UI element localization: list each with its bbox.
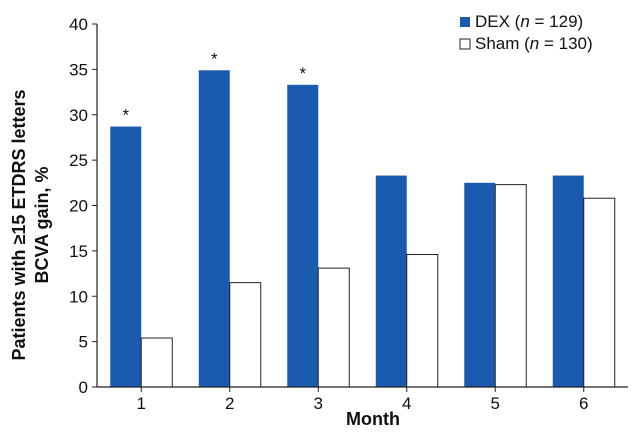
x-axis-title: Month — [346, 409, 400, 429]
x-tick-label-3: 3 — [314, 394, 323, 413]
legend-label-series1: DEX (n = 129) — [475, 12, 583, 31]
legend: DEX (n = 129) Sham (n = 130) — [459, 12, 593, 53]
significance-star-month-2: * — [211, 49, 218, 68]
bar-series1-month-6 — [552, 175, 584, 387]
significance-star-month-1: * — [122, 106, 129, 125]
bar-series1-month-4 — [375, 175, 407, 387]
bar-series2-month-1 — [140, 337, 173, 388]
legend-swatch-series2 — [459, 38, 471, 50]
significance-star-month-3: * — [299, 64, 306, 83]
x-tick-label-6: 6 — [579, 394, 588, 413]
x-tick-label-1: 1 — [137, 394, 146, 413]
bar-series2-month-4 — [406, 254, 439, 388]
y-tick-label-30: 30 — [69, 106, 88, 125]
y-tick-label-0: 0 — [79, 378, 88, 397]
bar-series1-month-2 — [198, 70, 230, 387]
legend-swatch-series1 — [460, 17, 470, 27]
bar-series1-month-5 — [464, 182, 496, 387]
y-axis-title-line1: Patients with ≥15 ETDRS letters — [9, 90, 29, 361]
y-tick-label-35: 35 — [69, 60, 88, 79]
y-tick-label-15: 15 — [69, 242, 88, 261]
bar-series2-month-3 — [317, 267, 350, 388]
y-tick-label-40: 40 — [69, 15, 88, 34]
x-tick-label-2: 2 — [225, 394, 234, 413]
plot-area: * 1 * 2 * 3 4 5 6 0 5 10 15 20 25 30 35 40 — [69, 15, 628, 413]
y-tick-label-20: 20 — [69, 197, 88, 216]
bar-series2-month-6 — [583, 197, 616, 388]
bar-series2-month-2 — [229, 282, 262, 388]
bar-series1-month-3 — [287, 84, 319, 388]
y-axis-title-line2: BCVA gain, % — [32, 166, 52, 283]
y-tick-label-25: 25 — [69, 151, 88, 170]
legend-label-series2: Sham (n = 130) — [475, 34, 593, 53]
y-axis-title: Patients with ≥15 ETDRS letters BCVA gai… — [9, 90, 52, 361]
bar-series1-month-1 — [110, 126, 142, 388]
y-tick-label-10: 10 — [69, 287, 88, 306]
x-tick-label-4: 4 — [402, 394, 411, 413]
x-tick-label-5: 5 — [491, 394, 500, 413]
y-tick-label-5: 5 — [79, 333, 88, 352]
bar-series2-month-5 — [494, 184, 527, 388]
